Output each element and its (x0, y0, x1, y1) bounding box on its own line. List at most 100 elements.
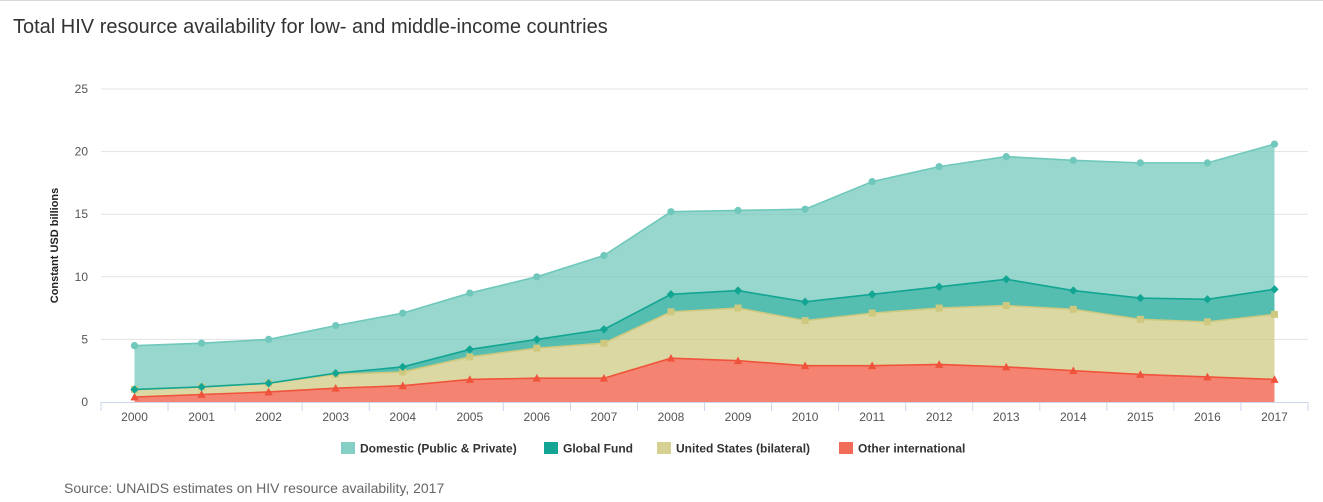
point-united-states-bilateral (1203, 318, 1211, 326)
x-tick-label: 2006 (524, 410, 551, 424)
x-tick-label: 2008 (658, 410, 685, 424)
x-tick-label: 2017 (1261, 410, 1288, 424)
point-global-fund (264, 379, 273, 388)
point-other-international (465, 375, 475, 383)
point-domestic-public-private (265, 335, 273, 343)
x-tick-label: 2001 (188, 410, 215, 424)
point-global-fund (934, 282, 944, 292)
point-domestic-public-private (667, 208, 675, 216)
x-tick-label: 2010 (792, 410, 819, 424)
point-global-fund (1136, 293, 1145, 303)
point-domestic-public-private (801, 205, 809, 213)
y-tick-label: 5 (81, 332, 88, 346)
area-global-fund (134, 279, 1275, 390)
point-other-international (197, 390, 206, 398)
point-other-international (1203, 372, 1212, 381)
legend-layer: Domestic (Public & Private) Global Fund Un… (341, 442, 965, 456)
point-domestic-public-private (197, 339, 206, 347)
point-domestic-public-private (130, 342, 139, 350)
point-united-states-bilateral (399, 368, 407, 376)
legend-item: Other international (839, 442, 965, 456)
point-united-states-bilateral (1002, 302, 1010, 310)
legend-label: Global Fund (563, 442, 633, 456)
point-other-international (331, 384, 340, 392)
x-tick-label: 2002 (255, 410, 282, 424)
point-global-fund (331, 369, 340, 378)
legend-label: United States (bilateral) (676, 442, 810, 456)
point-domestic-public-private (332, 322, 340, 330)
point-other-international (733, 356, 743, 365)
x-tick-label: 2015 (1127, 410, 1154, 424)
legend-swatch (544, 442, 558, 454)
x-tick-label: 2016 (1194, 410, 1221, 424)
point-domestic-public-private (600, 251, 608, 260)
point-other-international (398, 381, 407, 390)
x-tick-label: 2005 (456, 410, 483, 424)
x-tick-label: 2014 (1060, 410, 1087, 424)
point-united-states-bilateral (1069, 305, 1077, 313)
legend-swatch (839, 442, 853, 454)
point-domestic-public-private (1203, 159, 1212, 167)
point-other-international (800, 361, 810, 370)
point-domestic-public-private (734, 206, 742, 215)
point-united-states-bilateral (533, 344, 541, 352)
legend-item: Domestic (Public & Private) (341, 442, 517, 456)
point-global-fund (1002, 275, 1011, 284)
chart-title: Total HIV resource availability for low-… (13, 16, 608, 38)
x-tick-label: 2007 (591, 410, 618, 424)
legend-label: Other international (858, 442, 965, 456)
point-domestic-public-private (868, 178, 876, 186)
point-other-international (599, 374, 609, 382)
line-layer (134, 143, 1275, 398)
point-domestic-public-private (935, 163, 943, 171)
x-tick-label: 2009 (725, 410, 752, 424)
point-united-states-bilateral (1270, 310, 1278, 318)
x-tick-label: 2011 (859, 410, 885, 424)
legend-label: Domestic (Public & Private) (360, 442, 517, 456)
point-united-states-bilateral (466, 353, 474, 361)
point-global-fund (1270, 285, 1279, 294)
point-global-fund (197, 382, 206, 392)
point-united-states-bilateral (801, 317, 809, 325)
x-tick-label: 2000 (121, 410, 148, 424)
point-other-international (666, 353, 676, 362)
point-other-international (532, 374, 542, 382)
point-domestic-public-private (1136, 159, 1144, 167)
y-tick-label: 0 (81, 395, 88, 409)
point-global-fund (1203, 295, 1212, 304)
point-other-international (130, 392, 139, 401)
legend-item: Global Fund (544, 442, 633, 456)
x-tick-label: 2013 (993, 410, 1020, 424)
y-axis-label: Constant USD billions (49, 188, 61, 304)
axis-layer: 0 5 10 15 20 25 2000 2001 2002 2003 2004 2005 2006 20… (49, 82, 1309, 424)
source-note: Source: UNAIDS estimates on HIV resource… (64, 480, 445, 496)
point-united-states-bilateral (734, 304, 742, 312)
point-global-fund (666, 290, 676, 299)
series-line-domestic-public-private (134, 143, 1275, 347)
point-global-fund (465, 345, 475, 354)
point-other-international (934, 360, 944, 368)
point-united-states-bilateral (600, 339, 608, 347)
chart-svg: 0 5 10 15 20 25 2000 2001 2002 2003 2004 2005 2006 20… (49, 82, 1309, 456)
x-tick-label: 2003 (322, 410, 349, 424)
legend-item: United States (bilateral) (657, 442, 810, 456)
series-line-global-fund (134, 278, 1275, 391)
point-global-fund (599, 325, 609, 334)
marker-layer (130, 140, 1279, 401)
point-global-fund (130, 385, 139, 394)
area-other-international (134, 358, 1275, 402)
point-global-fund (867, 290, 877, 299)
series-line-united-states-bilateral (134, 304, 1275, 391)
series-line-other-international (134, 357, 1275, 398)
point-global-fund (1069, 286, 1078, 295)
point-global-fund (800, 297, 810, 307)
point-domestic-public-private (399, 309, 407, 317)
x-tick-label: 2004 (389, 410, 416, 424)
area-united-states-bilateral- (134, 305, 1275, 397)
top-divider (0, 0, 1323, 1)
legend-swatch (657, 442, 671, 454)
point-domestic-public-private (1270, 140, 1279, 148)
point-other-international (264, 387, 273, 396)
point-domestic-public-private (533, 273, 541, 281)
point-domestic-public-private (466, 289, 474, 297)
